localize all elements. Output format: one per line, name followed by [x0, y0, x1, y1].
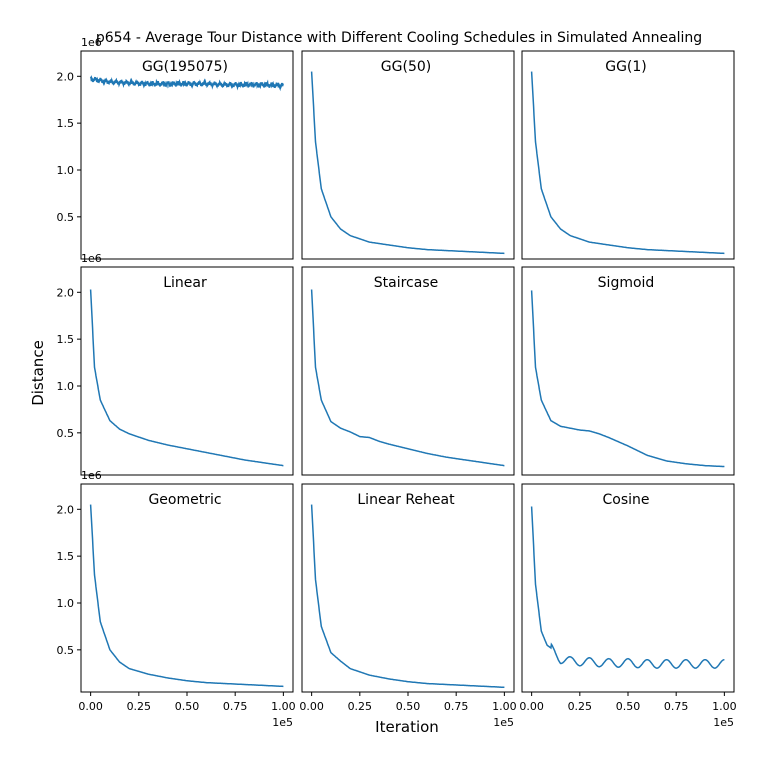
y-tick-label: 1.0	[57, 380, 75, 393]
x-tick-label: 0.50	[396, 700, 421, 713]
subplot-linear-reheat: Linear Reheat 0.00 0.25 0.50 0.75 1.00 1e5	[299, 483, 517, 729]
series-line	[310, 71, 505, 255]
y-offset-label: 1e6	[81, 252, 102, 265]
figure-title: p654 - Average Tour Distance with Differ…	[96, 30, 702, 46]
x-tick-label: 0.25	[568, 700, 593, 713]
series-line	[89, 504, 284, 688]
y-tick-label: 2.0	[57, 286, 75, 299]
subplot-gg-50-: GG(50)	[301, 50, 515, 260]
x-tick-label: 0.50	[175, 700, 200, 713]
x-tick-label: 0.00	[78, 700, 103, 713]
series-line	[310, 504, 505, 689]
y-tick-label: 1.0	[57, 164, 75, 177]
plot-frame	[301, 483, 515, 693]
y-axis-label: Distance	[29, 340, 47, 406]
subplot-title: Cosine	[602, 492, 649, 508]
plot-frame	[521, 266, 735, 476]
series-line	[530, 506, 725, 669]
x-tick-label: 0.75	[223, 700, 248, 713]
x-tick-label: 1.00	[712, 700, 737, 713]
x-tick-label: 0.25	[348, 700, 373, 713]
y-tick-label: 1.5	[57, 550, 75, 563]
series-line	[89, 289, 284, 467]
plot-frame	[80, 266, 294, 476]
y-tick-label: 2.0	[57, 70, 75, 83]
x-axis-label: Iteration	[375, 718, 439, 736]
subplot-title: Linear	[163, 275, 207, 291]
y-offset-label: 1e6	[81, 36, 102, 49]
subplot-geometric: Geometric 0.5 1.0 1.5 2.0 1e6 0.00 0.25 0.50 0.75…	[57, 469, 296, 729]
x-offset-label: 1e5	[713, 716, 734, 729]
y-tick-label: 1.0	[57, 597, 75, 610]
series-line	[530, 290, 725, 468]
x-tick-label: 0.25	[127, 700, 152, 713]
x-tick-label: 1.00	[492, 700, 517, 713]
subplot-title: Staircase	[374, 275, 438, 291]
x-tick-label: 0.00	[519, 700, 544, 713]
x-tick-label: 0.50	[616, 700, 641, 713]
subplot-sigmoid: Sigmoid	[521, 266, 735, 476]
y-tick-label: 0.5	[57, 644, 75, 657]
plot-frame	[301, 266, 515, 476]
x-tick-label: 0.75	[444, 700, 469, 713]
subplot-title: GG(1)	[605, 59, 647, 75]
x-tick-label: 1.00	[271, 700, 296, 713]
plot-frame	[80, 50, 294, 260]
y-tick-label: 1.5	[57, 333, 75, 346]
y-offset-label: 1e6	[81, 469, 102, 482]
subplot-title: GG(195075)	[142, 59, 228, 75]
subplot-title: Sigmoid	[598, 275, 655, 291]
subplot-title: Geometric	[148, 492, 221, 508]
plot-frame	[521, 50, 735, 260]
subplot-staircase: Staircase	[301, 266, 515, 476]
y-tick-label: 0.5	[57, 211, 75, 224]
series-line	[89, 75, 284, 92]
subplot-gg-195075-: GG(195075) 0.5 1.0 1.5 2.0 1e6	[57, 36, 294, 260]
x-offset-label: 1e5	[493, 716, 514, 729]
subplot-linear: Linear 0.5 1.0 1.5 2.0 1e6	[57, 252, 294, 476]
y-tick-label: 1.5	[57, 117, 75, 130]
x-tick-label: 0.00	[299, 700, 324, 713]
subplot-cosine: Cosine 0.00 0.25 0.50 0.75 1.00 1e5	[519, 483, 737, 729]
y-tick-label: 0.5	[57, 427, 75, 440]
subplot-title: Linear Reheat	[357, 492, 455, 508]
plot-frame	[80, 483, 294, 693]
x-tick-label: 0.75	[664, 700, 689, 713]
x-offset-label: 1e5	[272, 716, 293, 729]
y-tick-label: 2.0	[57, 503, 75, 516]
series-line	[310, 289, 505, 467]
subplot-gg-1-: GG(1)	[521, 50, 735, 260]
subplot-title: GG(50)	[381, 59, 431, 75]
plot-frame	[301, 50, 515, 260]
series-line	[530, 71, 725, 255]
